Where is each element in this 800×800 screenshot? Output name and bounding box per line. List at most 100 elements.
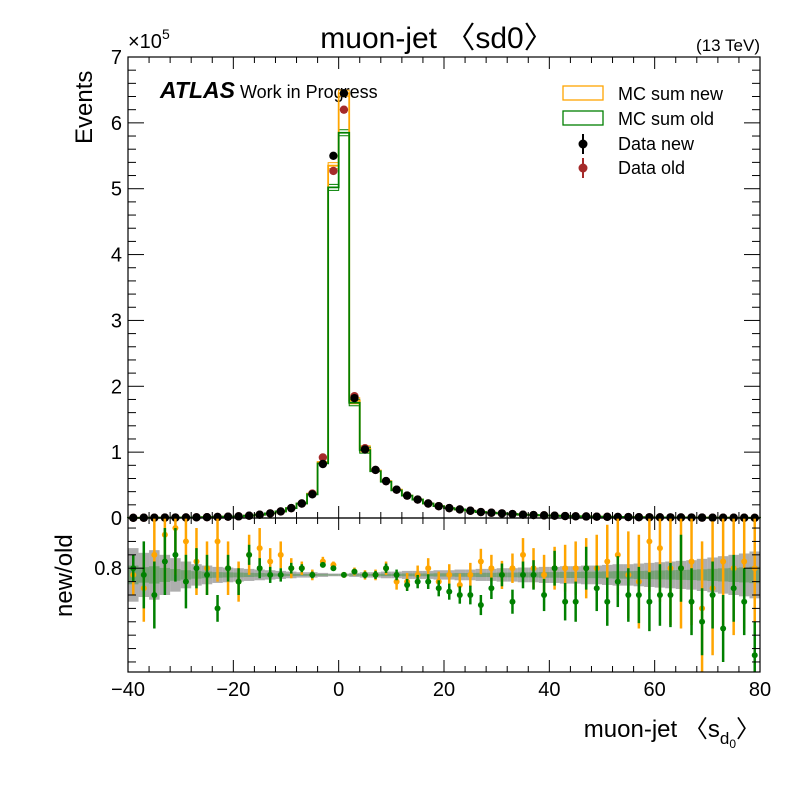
ratio-point xyxy=(467,592,474,598)
ratio-point xyxy=(551,565,558,572)
ratio-point xyxy=(541,571,548,578)
ratio-point xyxy=(182,578,189,585)
x-tick-label: 40 xyxy=(538,679,560,701)
ratio-point xyxy=(414,578,421,585)
data-point xyxy=(655,513,665,522)
data-point xyxy=(487,508,496,517)
data-point xyxy=(392,485,401,494)
data-point xyxy=(445,503,454,513)
data-point xyxy=(592,512,601,521)
data-point xyxy=(497,509,507,518)
mc-step-line-mc-sum-new xyxy=(127,92,761,519)
ratio-point xyxy=(720,558,727,565)
data-point xyxy=(466,506,475,515)
data-point xyxy=(255,510,264,519)
y-multiplier: ×105 xyxy=(128,26,170,53)
ratio-point xyxy=(161,558,168,565)
ratio-point xyxy=(330,565,337,572)
x-tick-label: −40 xyxy=(111,679,145,701)
ratio-point xyxy=(562,598,569,605)
ratio-point xyxy=(604,558,611,565)
ratio-point xyxy=(193,565,200,572)
ratio-band-inner-bin xyxy=(380,573,392,577)
data-point xyxy=(339,105,349,114)
chart-title: muon-jet 〈sd0〉 xyxy=(320,22,553,55)
ratio-band-inner-bin xyxy=(475,572,487,578)
y-tick-label: 7 xyxy=(111,47,122,69)
ratio-point xyxy=(425,565,432,572)
x-tick-label: 60 xyxy=(644,679,666,701)
x-axis-label-sub: d xyxy=(720,729,729,748)
data-point xyxy=(329,151,338,160)
ratio-plot-area xyxy=(128,518,760,672)
ratio-point xyxy=(678,565,684,572)
ratio-point xyxy=(446,571,453,578)
ratio-point xyxy=(435,585,442,592)
ratio-point xyxy=(372,571,379,578)
ratio-point xyxy=(225,565,232,572)
ratio-point xyxy=(256,565,263,572)
ratio-frame xyxy=(127,517,761,673)
mc-step-line-mc-sum-old xyxy=(127,131,761,519)
ratio-point xyxy=(277,571,284,578)
ratio-point xyxy=(362,571,368,578)
y-tick-label: 0 xyxy=(111,508,122,530)
ratio-point xyxy=(298,565,305,572)
y-multiplier-exp: 5 xyxy=(162,26,170,42)
ratio-band-inner-bin xyxy=(317,574,329,576)
data-point xyxy=(529,510,538,520)
ratio-point xyxy=(383,565,390,572)
data-point xyxy=(318,453,328,462)
ratio-point xyxy=(604,598,611,605)
ratio-point xyxy=(277,551,284,558)
ratio-point xyxy=(288,565,295,572)
ratio-point xyxy=(214,538,221,545)
x-tick-label: 0 xyxy=(333,679,344,701)
x-axis-label: muon-jet 〈sd0〉 xyxy=(584,716,760,751)
ratio-point xyxy=(520,551,526,558)
y-tick-label: 6 xyxy=(111,113,122,135)
data-point xyxy=(402,491,412,500)
y-tick-label: 4 xyxy=(111,245,122,267)
ratio-point xyxy=(246,551,253,558)
ratio-point xyxy=(351,568,358,575)
ratio-point xyxy=(446,588,453,595)
data-point xyxy=(518,510,528,519)
data-point xyxy=(297,499,306,508)
data-point xyxy=(350,393,359,403)
ratio-point xyxy=(151,551,158,558)
ratio-point xyxy=(562,565,569,572)
ratio-point xyxy=(572,598,579,605)
data-point xyxy=(571,512,580,521)
data-point xyxy=(213,512,222,522)
x-axis-label-subsub: 0 xyxy=(729,737,736,751)
ratio-point xyxy=(635,592,642,598)
ratio-point xyxy=(456,592,463,598)
ratio-point xyxy=(214,605,221,612)
ratio-point xyxy=(140,571,147,578)
ratio-point xyxy=(182,538,189,545)
ratio-point xyxy=(614,551,621,558)
energy-label: (13 TeV) xyxy=(696,36,760,55)
data-point xyxy=(339,89,349,98)
y-tick-label: 5 xyxy=(111,179,122,201)
ratio-point xyxy=(488,585,495,592)
ratio-point xyxy=(477,558,484,565)
ratio-point xyxy=(667,592,674,598)
data-point xyxy=(266,509,275,518)
ratio-point xyxy=(467,571,474,578)
ratio-point xyxy=(319,561,326,568)
ratio-point xyxy=(614,578,621,585)
ratio-point xyxy=(509,598,516,605)
axes-group: −40 −20 0 20 40 60 80 0 1 2 3 4 5 6 7 0.8 xyxy=(94,47,771,701)
ratio-point xyxy=(583,565,590,572)
ratio-point xyxy=(730,585,737,592)
data-point xyxy=(413,495,422,504)
legend-label-data-new: Data new xyxy=(618,134,695,154)
ratio-point xyxy=(646,598,653,605)
ratio-point xyxy=(393,578,400,585)
ratio-point xyxy=(720,625,727,632)
ratio-point xyxy=(656,545,663,552)
atlas-label: ATLAS xyxy=(159,77,236,103)
